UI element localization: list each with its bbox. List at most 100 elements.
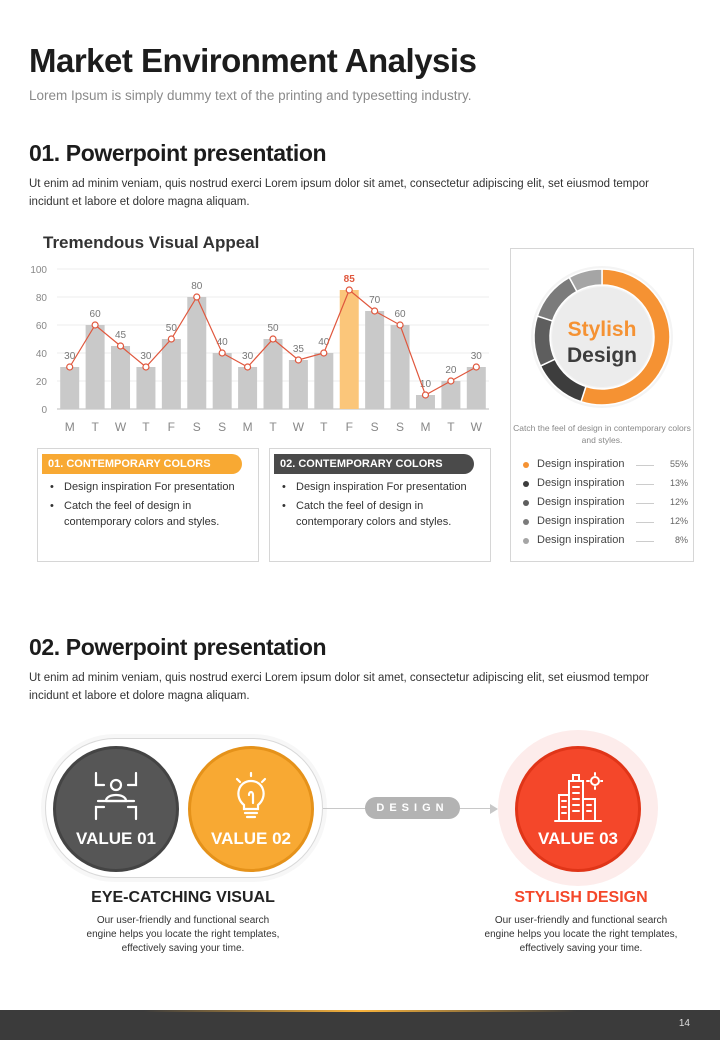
line-point: [447, 377, 455, 385]
data-label: 60: [90, 309, 102, 320]
legend-leader-line: [636, 503, 654, 504]
list-item: Catch the feel of design in contemporary…: [282, 498, 482, 530]
section-1-body: Ut enim ad minim veniam, quis nostrud ex…: [29, 178, 649, 208]
line-point: [396, 321, 404, 329]
legend-percent: 8%: [674, 535, 688, 545]
list-item: Design inspiration For presentation: [282, 479, 482, 495]
x-tick-label: M: [420, 420, 430, 434]
donut-caption: Catch the feel of design in contemporary…: [513, 423, 691, 445]
line-point: [116, 342, 125, 350]
legend-label: Design inspiration: [537, 477, 625, 489]
legend-item: Design inspiration 12%: [523, 514, 688, 530]
eye-catching-title: EYE-CATCHING VISUAL: [91, 889, 275, 906]
y-tick-label: 0: [41, 405, 47, 416]
donut-center: [552, 287, 652, 387]
legend-dot-icon: [523, 462, 529, 468]
bar: [415, 395, 435, 409]
x-tick-label: S: [396, 420, 404, 434]
legend-label: Design inspiration: [537, 534, 625, 546]
bar: [339, 290, 359, 409]
arrow-right-icon: [490, 804, 498, 814]
info-box-2-header: 02. CONTEMPORARY COLORS: [274, 454, 474, 474]
donut-chart: Stylish Design: [531, 266, 673, 408]
footer-bar: [0, 1010, 720, 1040]
value-01-label: VALUE 01: [76, 829, 156, 848]
legend-leader-line: [636, 541, 654, 542]
legend-label: Design inspiration: [537, 515, 625, 527]
line-point: [269, 335, 277, 343]
legend-dot-icon: [523, 538, 529, 544]
value-03-label: VALUE 03: [538, 829, 618, 848]
legend-percent: 55%: [669, 459, 688, 469]
y-tick-label: 40: [36, 349, 48, 360]
line-point: [91, 321, 99, 329]
donut-card: Stylish Design Catch the feel of design i…: [510, 248, 694, 562]
data-label: 80: [191, 281, 203, 292]
x-tick-label: S: [218, 420, 226, 434]
bar: [365, 311, 385, 409]
x-tick-label: T: [320, 420, 328, 434]
line-point: [371, 307, 379, 315]
legend-leader-line: [636, 484, 654, 485]
bar: [60, 367, 80, 409]
info-box-2: 02. CONTEMPORARY COLORS Design inspirati…: [269, 448, 491, 562]
data-label: 35: [293, 344, 305, 355]
data-label: 50: [166, 323, 178, 334]
x-tick-label: S: [371, 420, 379, 434]
line-point: [218, 349, 226, 357]
legend-dot-icon: [523, 519, 529, 525]
info-box-2-list: Design inspiration For presentation Catc…: [282, 479, 482, 533]
bar: [136, 367, 156, 409]
y-tick-label: 100: [30, 265, 47, 276]
data-label: 60: [394, 309, 406, 320]
data-label: 40: [217, 337, 229, 348]
bar: [161, 339, 181, 409]
legend-percent: 13%: [669, 478, 688, 488]
bar: [390, 325, 410, 409]
x-tick-label: S: [193, 420, 201, 434]
legend-item: Design inspiration 12%: [523, 495, 688, 511]
x-tick-label: T: [269, 420, 277, 434]
legend-leader-line: [636, 522, 654, 523]
value-01-circle: VALUE 01: [53, 746, 179, 872]
legend-label: Design inspiration: [537, 458, 625, 470]
stylish-design-title: STYLISH DESIGN: [514, 889, 648, 906]
x-tick-label: W: [115, 420, 127, 434]
legend-label: Design inspiration: [537, 496, 625, 508]
data-label: 20: [445, 365, 457, 376]
line-point: [193, 293, 201, 301]
line-point: [472, 363, 480, 371]
line-point: [167, 335, 175, 343]
legend-percent: 12%: [669, 497, 688, 507]
value-02-label: VALUE 02: [211, 829, 291, 848]
data-label: 10: [420, 379, 432, 390]
legend-dot-icon: [523, 481, 529, 487]
footer-accent-line: [0, 1010, 720, 1012]
section-2-body: Ut enim ad minim veniam, quis nostrud ex…: [29, 672, 649, 702]
lightbulb-icon: [235, 771, 267, 819]
x-tick-label: T: [142, 420, 150, 434]
section-2-title: 02. Powerpoint presentation: [29, 634, 327, 660]
line-point: [66, 363, 74, 371]
value-03-circle: VALUE 03: [515, 746, 641, 872]
legend-dot-icon: [523, 500, 529, 506]
donut-slice: [580, 268, 671, 406]
data-label: 85: [344, 274, 356, 285]
x-tick-label: W: [293, 420, 305, 434]
x-tick-label: T: [91, 420, 99, 434]
data-label: 45: [115, 330, 127, 341]
design-pill: DESIGN: [365, 797, 460, 819]
data-label: 30: [471, 351, 483, 362]
bar: [85, 325, 105, 409]
bar: [314, 353, 334, 409]
line-point: [142, 363, 150, 371]
page-subtitle: Lorem Ipsum is simply dummy text of the …: [29, 88, 472, 103]
list-item: Design inspiration For presentation: [50, 479, 250, 495]
legend-percent: 12%: [669, 516, 688, 526]
data-label: 30: [140, 351, 152, 362]
x-tick-label: M: [65, 420, 75, 434]
legend-item: Design inspiration 55%: [523, 457, 688, 473]
list-item: Catch the feel of design in contemporary…: [50, 498, 250, 530]
y-tick-label: 20: [36, 377, 48, 388]
data-label: 40: [318, 337, 330, 348]
